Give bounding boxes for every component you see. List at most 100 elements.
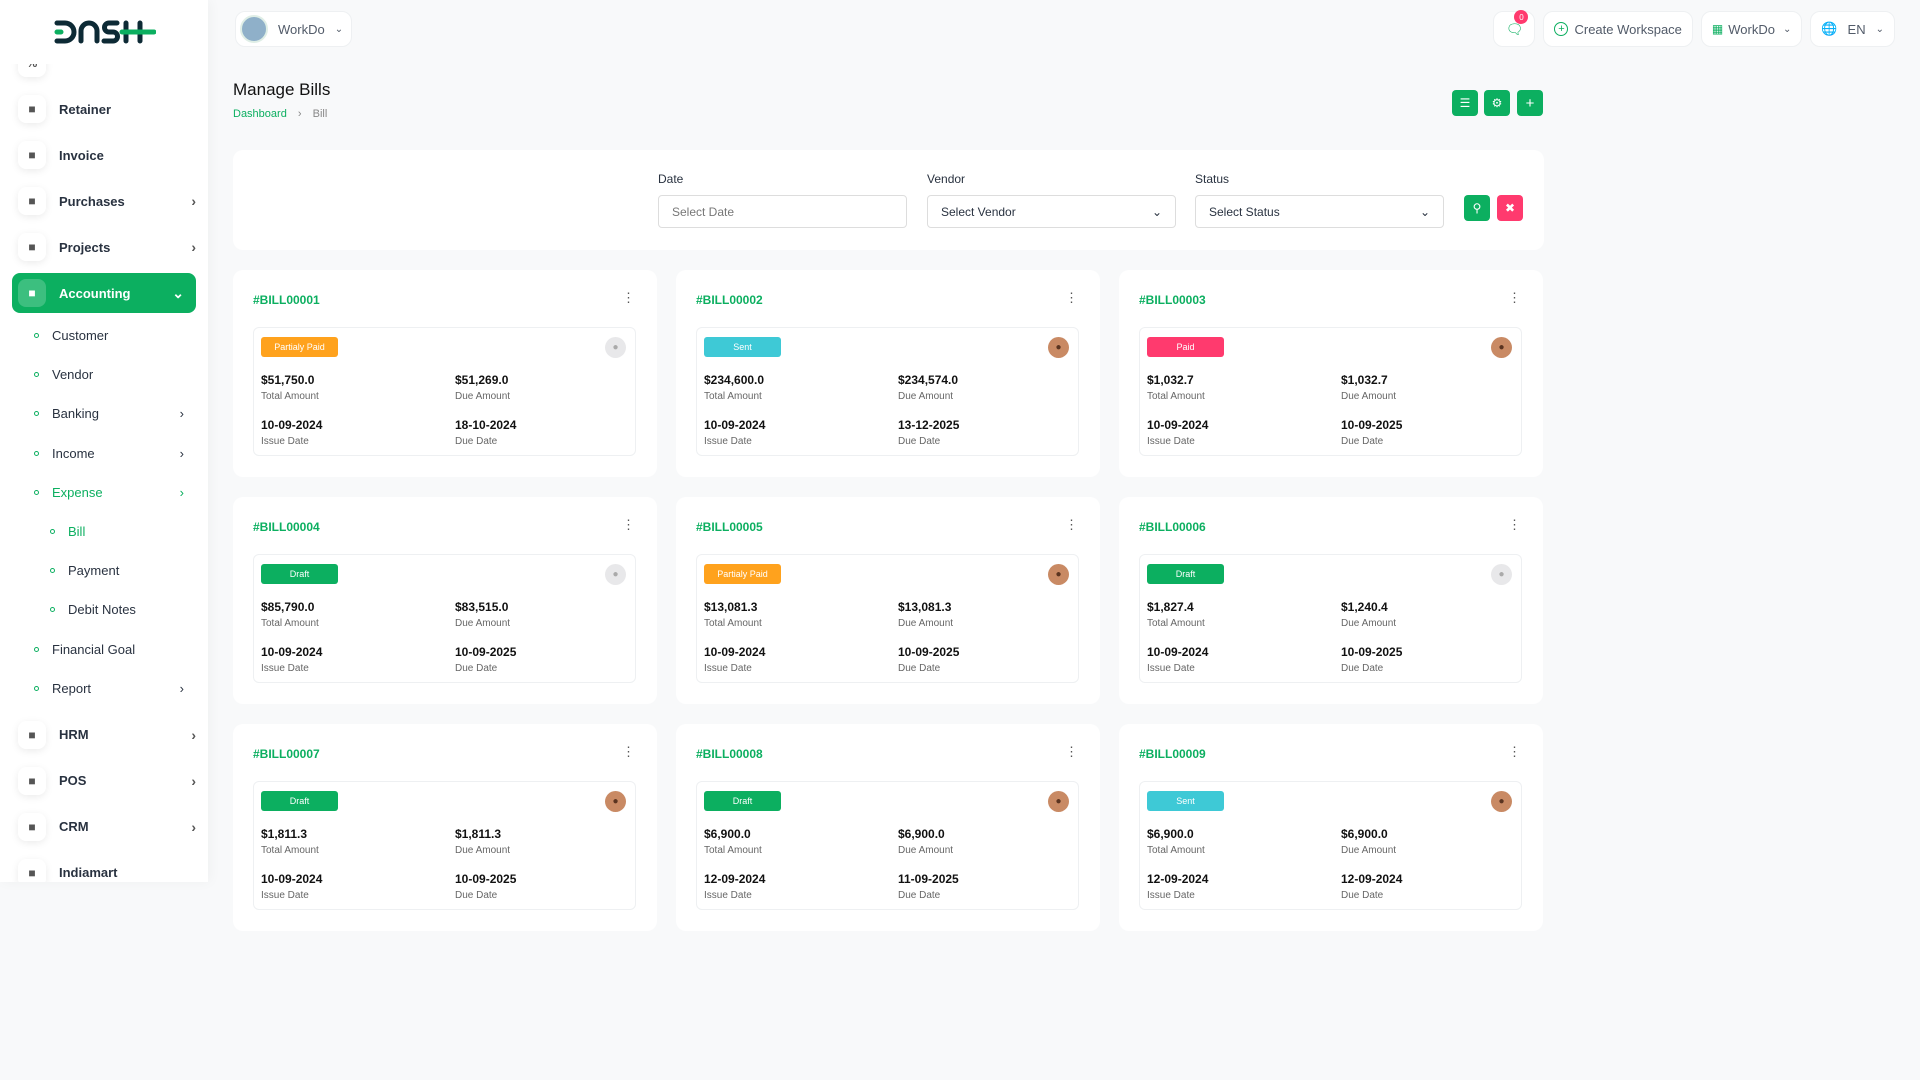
sidebar-item-invoice[interactable]: ■ Invoice [0,132,208,178]
sidebar-item-label: Retainer [59,101,112,117]
more-vertical-icon[interactable]: ⋮ [1065,744,1078,759]
due-amount: $1,811.3 [455,827,502,841]
search-button[interactable]: ⚲ [1464,195,1490,221]
due-amount-label: Due Amount [898,845,954,856]
more-vertical-icon[interactable]: ⋮ [1508,744,1521,759]
bill-card[interactable]: #BILL00003 ⋮ Paid ● $1,032.7 Total Amoun… [1119,270,1543,477]
module-icon: ■ [18,766,46,795]
more-vertical-icon[interactable]: ⋮ [1508,290,1521,305]
more-vertical-icon[interactable]: ⋮ [1065,517,1078,532]
bill-card[interactable]: #BILL00006 ⋮ Draft ● $1,827.4 Total Amou… [1119,497,1543,704]
sidebar-subitem-banking[interactable]: Banking › [0,394,208,433]
sidebar-subitem-customer[interactable]: Customer [0,316,208,355]
sidebar-item-label: Indiamart [59,865,118,881]
bill-id[interactable]: #BILL00009 [1139,747,1206,761]
total-amount: $13,081.3 [704,600,758,614]
total-amount: $1,811.3 [261,827,308,841]
sidebar-item-accounting[interactable]: ■ Accounting ⌄ [12,273,196,313]
create-workspace-button[interactable]: + Create Workspace [1543,11,1693,47]
bill-card[interactable]: #BILL00001 ⋮ Partialy Paid ● $51,750.0 T… [233,270,657,477]
status-badge: Sent [1147,791,1224,811]
clear-filter-button[interactable]: ✖ [1497,195,1523,221]
globe-icon: 🌐 [1821,21,1838,36]
workspace-switcher[interactable]: WorkDo ⌄ [235,11,353,47]
page-title: Manage Bills [233,80,331,99]
breadcrumb-dashboard[interactable]: Dashboard [233,108,287,120]
sidebar-item-projects[interactable]: ■ Projects › [0,224,208,270]
vendor-value: Select Vendor [941,204,1016,219]
bill-card[interactable]: #BILL00005 ⋮ Partialy Paid ● $13,081.3 T… [676,497,1100,704]
bill-card[interactable]: #BILL00009 ⋮ Sent ● $6,900.0 Total Amoun… [1119,724,1543,931]
bill-details: Draft ● $85,790.0 Total Amount $83,515.0… [253,554,636,683]
list-view-button[interactable]: ☰ [1452,90,1478,116]
sidebar-subitem-debit-notes[interactable]: Debit Notes [0,590,208,629]
sidebar-item-retainer[interactable]: ■ Retainer [0,86,208,132]
total-amount-label: Total Amount [704,845,762,856]
sidebar-item-purchases[interactable]: ■ Purchases › [0,178,208,224]
issue-date: 12-09-2024 [704,872,766,886]
bill-id[interactable]: #BILL00001 [253,293,320,307]
total-amount: $85,790.0 [261,600,315,614]
bill-details: Partialy Paid ● $51,750.0 Total Amount $… [253,327,636,456]
sidebar-subitem-financial-goal[interactable]: Financial Goal [0,630,208,669]
sidebar-item-label: CRM [59,819,89,835]
default-user-icon: ● [605,337,626,358]
sidebar-subitem-income[interactable]: Income › [0,434,208,473]
settings-button[interactable]: ⚙ [1484,90,1510,116]
breadcrumb: Dashboard › Bill [233,108,1544,120]
due-date: 10-09-2025 [455,872,517,886]
chevron-right-icon: › [191,818,196,835]
sidebar-item-indiamart[interactable]: ■ Indiamart [0,850,208,882]
due-date: 10-09-2025 [455,645,517,659]
bill-id[interactable]: #BILL00007 [253,747,320,761]
bill-card[interactable]: #BILL00008 ⋮ Draft ● $6,900.0 Total Amou… [676,724,1100,931]
retainer-icon: ■ [18,95,46,123]
sidebar-subitem-label: Vendor [52,367,94,383]
due-date-label: Due Date [1341,436,1384,447]
bill-id[interactable]: #BILL00008 [696,747,763,761]
bill-id[interactable]: #BILL00004 [253,520,320,534]
due-amount-label: Due Amount [1341,618,1397,629]
sidebar-subitem-bill[interactable]: Bill [0,512,208,551]
messages-button[interactable]: 🗨 0 [1493,10,1536,47]
logo[interactable] [0,0,208,64]
sidebar-subitem-expense[interactable]: Expense › [0,473,208,512]
bill-card[interactable]: #BILL00002 ⋮ Sent ● $234,600.0 Total Amo… [676,270,1100,477]
date-input[interactable]: Select Date [658,195,907,228]
vendor-select[interactable]: Select Vendor ⌄ [927,195,1176,228]
sidebar-subitem-payment[interactable]: Payment [0,551,208,590]
language-selector[interactable]: 🌐 EN ⌄ [1810,11,1895,47]
module-icon: ■ [18,858,46,882]
bill-id[interactable]: #BILL00006 [1139,520,1206,534]
more-vertical-icon[interactable]: ⋮ [622,290,635,305]
workspace-menu[interactable]: ▦ WorkDo ⌄ [1700,11,1803,47]
sidebar-subitem-vendor[interactable]: Vendor [0,355,208,394]
bill-card[interactable]: #BILL00007 ⋮ Draft ● $1,811.3 Total Amou… [233,724,657,931]
status-badge: Partialy Paid [261,337,338,357]
sidebar-subitem-report[interactable]: Report › [0,669,208,708]
create-bill-button[interactable]: + [1517,90,1543,116]
sidebar-item-hrm[interactable]: ■ HRM › [0,712,208,758]
bill-details: Paid ● $1,032.7 Total Amount $1,032.7 Du… [1139,327,1522,456]
main-content: Manage Bills Dashboard › Bill ☰ ⚙ + Date… [233,80,1544,931]
sidebar-item-label: Accounting [59,285,131,301]
more-vertical-icon[interactable]: ⋮ [1508,517,1521,532]
bill-card[interactable]: #BILL00004 ⋮ Draft ● $85,790.0 Total Amo… [233,497,657,704]
bullet-icon [34,411,39,417]
sidebar-item-crm[interactable]: ■ CRM › [0,804,208,850]
due-amount: $234,574.0 [898,373,959,387]
bill-id[interactable]: #BILL00005 [696,520,763,534]
status-select[interactable]: Select Status ⌄ [1195,195,1444,228]
sidebar-item-pos[interactable]: ■ POS › [0,758,208,804]
bullet-icon [34,646,39,652]
more-vertical-icon[interactable]: ⋮ [622,744,635,759]
bill-id[interactable]: #BILL00003 [1139,293,1206,307]
due-date: 18-10-2024 [455,418,517,432]
due-amount-label: Due Amount [455,391,511,402]
bill-id[interactable]: #BILL00002 [696,293,763,307]
due-date-label: Due Date [898,663,941,674]
vendor-label: Vendor [927,172,966,186]
more-vertical-icon[interactable]: ⋮ [1065,290,1078,305]
chevron-right-icon: › [191,726,196,743]
more-vertical-icon[interactable]: ⋮ [622,517,635,532]
